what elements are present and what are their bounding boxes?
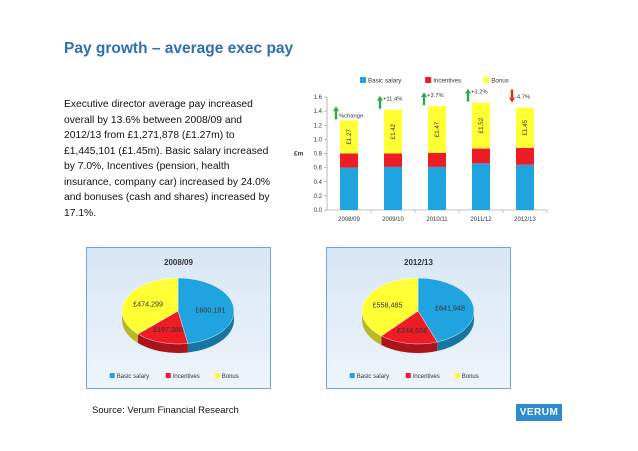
- legend-swatch: [214, 373, 220, 378]
- pie-slice-side: [437, 311, 474, 351]
- legend-swatch: [165, 373, 171, 378]
- up-arrow-icon: [465, 88, 471, 94]
- pie-slice: [177, 277, 235, 344]
- pie-value-label: £641,948: [435, 304, 465, 313]
- pie-slice-side: [362, 311, 382, 345]
- bar-segment: [428, 152, 446, 167]
- bar-segment: [384, 153, 402, 167]
- legend-swatch: [454, 373, 460, 378]
- pie-slice: [417, 277, 475, 343]
- pie-title: 2012/13: [404, 258, 433, 267]
- pie-value-label: £244,668: [397, 326, 427, 335]
- y-tick-label: 1.2: [314, 123, 323, 129]
- pie-slice-side: [137, 334, 188, 353]
- pie-chart-2012-13: 2012/13 £641,948 £244,668 £558,485 Basic sal…: [326, 247, 511, 389]
- up-arrow-icon: [377, 95, 383, 101]
- y-tick-label: 1.0: [314, 137, 323, 143]
- pie-slice: [137, 310, 189, 345]
- change-label: +11.4%: [383, 97, 402, 103]
- x-tick-label: 2009/10: [382, 217, 404, 223]
- legend-swatch: [349, 373, 355, 378]
- bar-total-label: £1.27: [346, 129, 353, 145]
- bar-segment: [516, 164, 534, 210]
- legend-swatch: [425, 77, 432, 83]
- bar-segment: [340, 167, 358, 210]
- down-arrow-icon: [510, 89, 514, 98]
- bar-segment: [428, 166, 446, 210]
- pie-value-label: £558,485: [373, 300, 403, 309]
- stacked-bar-chart: Basic salary Incentives Bonus 0.0 0.2 0.4 0.6 0…: [294, 77, 548, 223]
- legend-swatch: [360, 77, 366, 83]
- bar-segment: [516, 147, 534, 165]
- pie-slice-side: [122, 311, 138, 344]
- pie-value-label: £474,299: [133, 300, 163, 309]
- legend-label: Incentives: [173, 374, 200, 380]
- up-arrow-icon: [421, 92, 427, 98]
- y-tick-label: 0.4: [314, 180, 323, 186]
- bar-segment: [384, 166, 402, 210]
- up-arrow-icon: [333, 106, 339, 112]
- change-label: %change: [339, 113, 363, 119]
- legend-label: Incentives: [413, 374, 440, 380]
- summary-paragraph: Executive director average pay increased…: [64, 99, 271, 219]
- source-note: Source: Verum Financial Research: [92, 405, 239, 416]
- bar-total-label: £1.52: [478, 117, 485, 133]
- y-tick-label: 0.0: [314, 208, 323, 214]
- bar-segment: [472, 163, 490, 210]
- legend-label: Bonus: [491, 78, 509, 85]
- verum-logo: VERUM: [516, 404, 562, 421]
- x-tick-label: 2008/09: [338, 217, 360, 223]
- up-arrow-icon: [334, 111, 338, 120]
- bar-segment: [340, 120, 358, 154]
- pie-value-label: £600,191: [195, 305, 225, 314]
- pie-slice-side: [187, 311, 234, 353]
- legend-label: Basic salary: [368, 78, 402, 85]
- bar-segment: [516, 107, 534, 148]
- x-tick-label: 2012/13: [514, 217, 536, 223]
- change-label: -4.7%: [515, 95, 530, 101]
- legend-label: Incentives: [433, 78, 461, 85]
- bar-segment: [384, 109, 402, 154]
- legend-label: Basic salary: [117, 374, 149, 380]
- down-arrow-icon: [509, 97, 515, 103]
- up-arrow-icon: [422, 97, 426, 106]
- bar-segment: [340, 153, 358, 168]
- pie-title: 2008/09: [164, 258, 193, 267]
- pie-slice: [121, 277, 179, 335]
- legend-label: Bonus: [462, 374, 479, 380]
- y-tick-label: 0.6: [314, 166, 323, 172]
- slide-title: Pay growth – average exec pay: [64, 40, 294, 57]
- bar-total-label: £1.42: [390, 123, 397, 139]
- change-label: +3.2%: [471, 90, 488, 96]
- legend-label: Basic salary: [357, 374, 389, 380]
- legend-label: Bonus: [222, 374, 239, 380]
- y-axis-label: £m: [294, 151, 304, 158]
- bar-segment: [472, 102, 490, 149]
- pie-slice: [361, 277, 419, 337]
- x-tick-label: 2011/12: [470, 217, 492, 223]
- legend-swatch: [483, 77, 490, 83]
- y-tick-label: 0.2: [314, 194, 323, 200]
- legend-swatch: [405, 373, 411, 378]
- pie-chart-2008-09: 2008/09 £600,191 £197,388 £474,299 Basic sal…: [86, 247, 271, 389]
- pie-slice: [380, 310, 438, 345]
- bar-total-label: £1.47: [434, 121, 441, 137]
- up-arrow-icon: [466, 93, 470, 102]
- pie-value-label: £197,388: [153, 325, 183, 334]
- bar-segment: [472, 148, 490, 164]
- x-tick-label: 2010/11: [426, 217, 448, 223]
- y-tick-label: 1.4: [314, 109, 323, 115]
- y-tick-label: 0.8: [314, 152, 323, 158]
- y-tick-label: 1.6: [314, 95, 323, 101]
- change-label: +3.7%: [427, 93, 444, 99]
- pie-slice-side: [381, 335, 438, 353]
- bar-total-label: £1.45: [522, 119, 529, 135]
- up-arrow-icon: [378, 100, 382, 109]
- bar-segment: [428, 106, 446, 153]
- legend-swatch: [109, 373, 115, 378]
